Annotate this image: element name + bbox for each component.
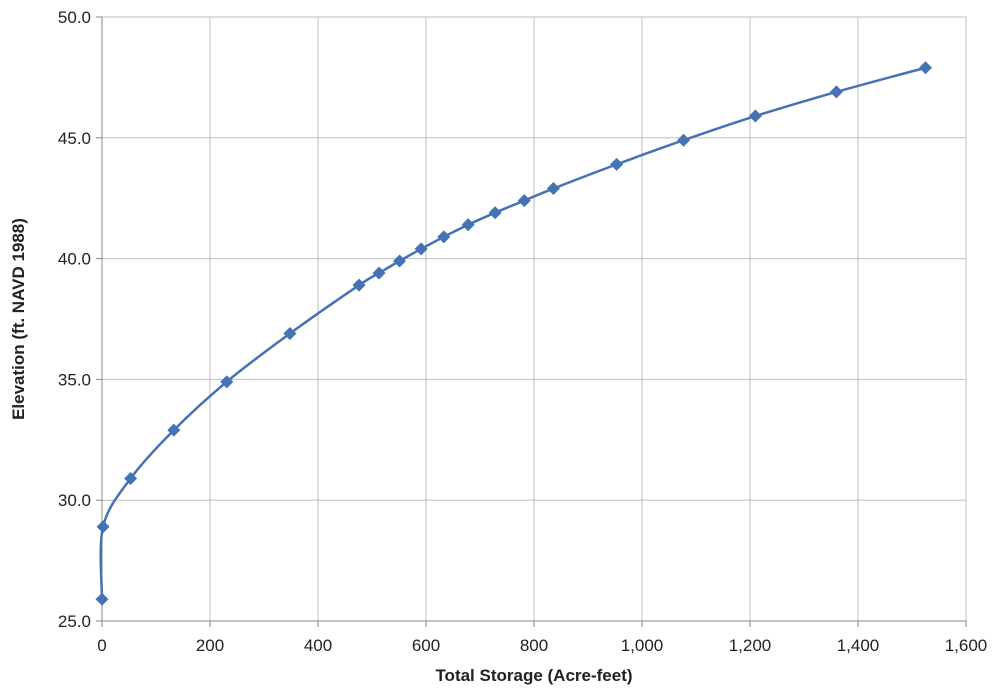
x-tick-label: 0 xyxy=(97,636,106,655)
y-tick-label: 30.0 xyxy=(58,491,91,510)
x-tick-label: 1,600 xyxy=(945,636,988,655)
x-tick-label: 600 xyxy=(412,636,440,655)
data-point-marker xyxy=(517,194,531,208)
y-tick-label: 45.0 xyxy=(58,129,91,148)
data-point-marker xyxy=(414,242,428,256)
x-tick-label: 200 xyxy=(196,636,224,655)
data-point-marker xyxy=(546,182,560,196)
series-layer xyxy=(95,61,932,606)
data-point-marker xyxy=(95,592,109,606)
y-tick-label: 25.0 xyxy=(58,612,91,631)
data-point-marker xyxy=(167,423,181,437)
data-point-marker xyxy=(488,206,502,220)
data-point-marker xyxy=(919,61,932,75)
data-point-marker xyxy=(677,133,691,147)
y-tick-label: 40.0 xyxy=(58,250,91,269)
data-point-marker xyxy=(124,471,138,485)
x-tick-label: 800 xyxy=(520,636,548,655)
data-point-marker xyxy=(748,109,762,123)
y-axis-title: Elevation (ft. NAVD 1988) xyxy=(9,218,28,420)
data-point-marker xyxy=(829,85,843,99)
data-point-marker xyxy=(610,157,624,171)
grid-lines xyxy=(101,16,967,622)
data-point-marker xyxy=(437,230,451,244)
data-point-marker xyxy=(461,218,475,232)
x-tick-label: 400 xyxy=(304,636,332,655)
x-tick-label: 1,200 xyxy=(729,636,772,655)
data-point-marker xyxy=(393,254,407,268)
y-tick-label: 35.0 xyxy=(58,370,91,389)
data-point-marker xyxy=(220,375,234,389)
data-point-marker xyxy=(352,278,366,292)
x-axis-title: Total Storage (Acre-feet) xyxy=(435,666,632,685)
data-point-marker xyxy=(283,326,297,340)
data-point-marker xyxy=(96,520,110,534)
axes xyxy=(96,16,967,627)
y-tick-label: 50.0 xyxy=(58,8,91,27)
x-tick-label: 1,000 xyxy=(621,636,664,655)
data-point-marker xyxy=(372,266,386,280)
series-line xyxy=(99,66,926,600)
tick-labels: 0 200 400 600 800 1,000 1,200 1,400 1,600 25.0 30.… xyxy=(58,8,987,655)
x-tick-label: 1,400 xyxy=(837,636,880,655)
